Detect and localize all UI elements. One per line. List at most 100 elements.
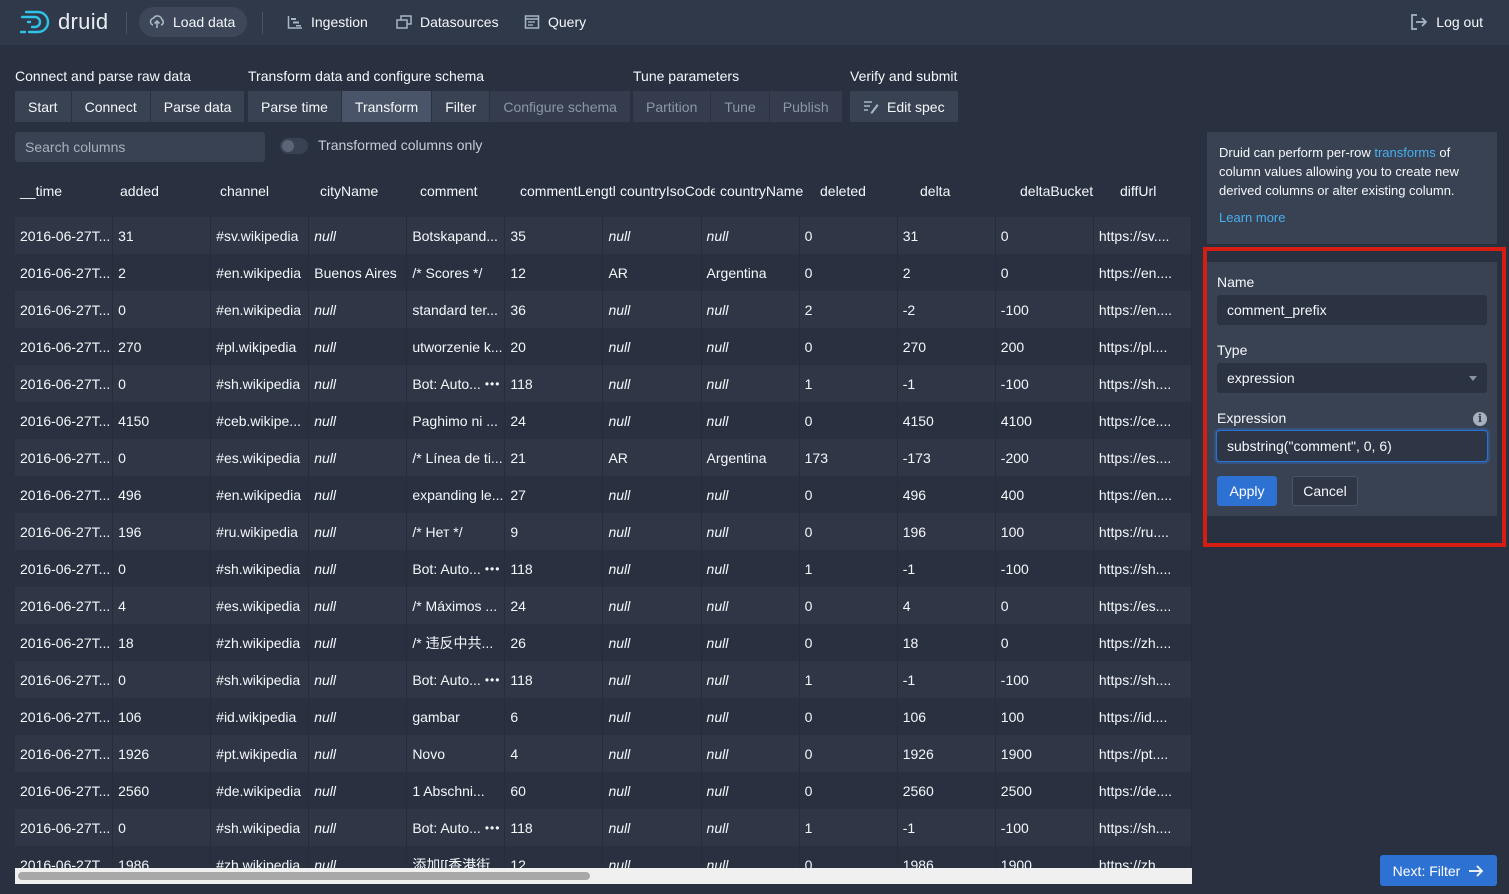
cell-value: 0 (1000, 264, 1009, 281)
table-cell: #en.wikipedia (211, 254, 310, 291)
info-text: of column values allowing you to create … (1219, 145, 1459, 198)
table-row: 2016-06-27T... 496 #en.wikipedia null expand… (15, 476, 1192, 513)
more-icon[interactable]: ••• (484, 376, 501, 391)
info-sign-icon[interactable]: i (1473, 412, 1487, 426)
step-partition[interactable]: Partition (633, 91, 712, 122)
column-header[interactable]: diffUrl (1120, 182, 1157, 199)
more-icon[interactable]: ••• (484, 672, 501, 687)
table-cell: 2016-06-27T... (15, 476, 114, 513)
step-tune[interactable]: Tune (711, 91, 770, 122)
table-row: 2016-06-27T... 0 #en.wikipedia null standard… (15, 291, 1192, 328)
nav-query[interactable]: Query (514, 7, 598, 37)
apply-button[interactable]: Apply (1217, 476, 1277, 506)
step-edit-spec[interactable]: Edit spec (850, 91, 958, 122)
step-configure-schema[interactable]: Configure schema (490, 91, 630, 122)
table-cell: 100 (996, 698, 1094, 735)
column-header[interactable]: delta (920, 182, 951, 199)
step-transform[interactable]: Transform (341, 91, 433, 122)
step-connect[interactable]: Connect (71, 91, 151, 122)
cancel-button[interactable]: Cancel (1292, 476, 1358, 506)
table-cell: -2 (898, 291, 996, 328)
cell-value: 0 (1000, 634, 1009, 651)
table-cell: https://en.... (1094, 291, 1192, 328)
cell-value: 36 (510, 301, 526, 318)
cell-value: null (314, 375, 337, 392)
cell-value: 9 (510, 523, 519, 540)
cell-value: null (314, 338, 337, 355)
table-cell: 35 (505, 217, 604, 254)
cell-value: null (608, 782, 631, 799)
nav-ingestion[interactable]: Ingestion (277, 7, 380, 37)
cell-value: null (706, 227, 729, 244)
table-cell: -1 (898, 365, 996, 402)
next-filter-button[interactable]: Next: Filter (1380, 855, 1497, 886)
column-header[interactable]: cityName (320, 182, 379, 199)
cell-value: #sh.wikipedia (216, 560, 301, 577)
table-cell: #ceb.wikipe... (211, 402, 310, 439)
column-header[interactable]: __time (20, 182, 63, 199)
column-header[interactable]: channel (220, 182, 270, 199)
cell-value: 26 (510, 634, 526, 651)
table-cell: 添加[[香港街... (407, 846, 506, 870)
table-cell: null (702, 735, 800, 772)
column-header[interactable]: added (120, 182, 159, 199)
cell-value: 2016-06-27T... (20, 819, 111, 836)
transformed-only-toggle[interactable] (280, 138, 308, 154)
transforms-link[interactable]: transforms (1374, 145, 1436, 160)
step-parse-data[interactable]: Parse data (150, 91, 245, 122)
step-filter[interactable]: Filter (432, 91, 491, 122)
search-columns-input[interactable] (15, 132, 265, 162)
cell-value: 24 (510, 597, 526, 614)
table-cell: 1926 (898, 735, 996, 772)
table-cell: 2016-06-27T... (15, 513, 114, 550)
learn-more-link[interactable]: Learn more (1219, 210, 1286, 225)
nav-divider (126, 12, 127, 34)
column-header[interactable]: deltaBucket (1020, 182, 1094, 199)
cell-value: /* Нет */ (412, 523, 463, 540)
horizontal-scrollbar[interactable] (15, 868, 1192, 884)
column-header[interactable]: comment (420, 182, 478, 199)
gantt-chart-icon (287, 16, 302, 29)
table-cell: 496 (113, 476, 212, 513)
table-cell: 2560 (898, 772, 996, 809)
table-cell: #sh.wikipedia (211, 550, 310, 587)
table-row: 2016-06-27T... 0 #es.wikipedia null /* Línea… (15, 439, 1192, 476)
table-cell: 0 (800, 402, 898, 439)
table-cell: 2 (800, 291, 898, 328)
type-select[interactable]: expression (1217, 363, 1487, 393)
cell-value: 2016-06-27T... (20, 264, 111, 281)
next-filter-label: Next: Filter (1392, 862, 1461, 879)
table-cell: #en.wikipedia (211, 291, 310, 328)
column-header[interactable]: deleted (820, 182, 866, 199)
cell-value: 2016-06-27T... (20, 301, 111, 318)
cell-value: https://sv.... (1098, 227, 1170, 244)
column-header[interactable]: countryIsoCode (620, 182, 715, 199)
druid-logo[interactable]: druid (20, 9, 108, 35)
table-cell: 2016-06-27T... (15, 217, 114, 254)
expression-input[interactable]: substring("comment", 0, 6) (1217, 431, 1487, 461)
cell-value: -1 (902, 560, 916, 577)
expression-label: Expression (1217, 410, 1287, 426)
caret-down-icon (1469, 376, 1477, 381)
table-cell: 270 (898, 328, 996, 365)
scrollbar-thumb[interactable] (18, 872, 590, 880)
table-cell: null (309, 735, 408, 772)
cell-value: null (314, 486, 337, 503)
nav-datasources[interactable]: Datasources (386, 7, 511, 37)
name-input[interactable]: comment_prefix (1217, 295, 1487, 325)
table-cell: gambar (407, 698, 506, 735)
column-header[interactable]: commentLength (520, 182, 615, 199)
logout-button[interactable]: Log out (1410, 7, 1483, 37)
step-publish[interactable]: Publish (769, 91, 842, 122)
step-group-title: Transform data and configure schema (248, 68, 485, 84)
table-cell: Novo (407, 735, 506, 772)
transformed-only-label: Transformed columns only (318, 137, 483, 153)
nav-load-data[interactable]: Load data (139, 7, 248, 37)
more-icon[interactable]: ••• (484, 561, 501, 576)
column-header[interactable]: countryName (720, 182, 804, 199)
cell-value: 2016-06-27T... (20, 745, 111, 762)
table-cell: 0 (113, 661, 212, 698)
step-parse-time[interactable]: Parse time (248, 91, 342, 122)
step-start[interactable]: Start (15, 91, 72, 122)
more-icon[interactable]: ••• (484, 820, 501, 835)
